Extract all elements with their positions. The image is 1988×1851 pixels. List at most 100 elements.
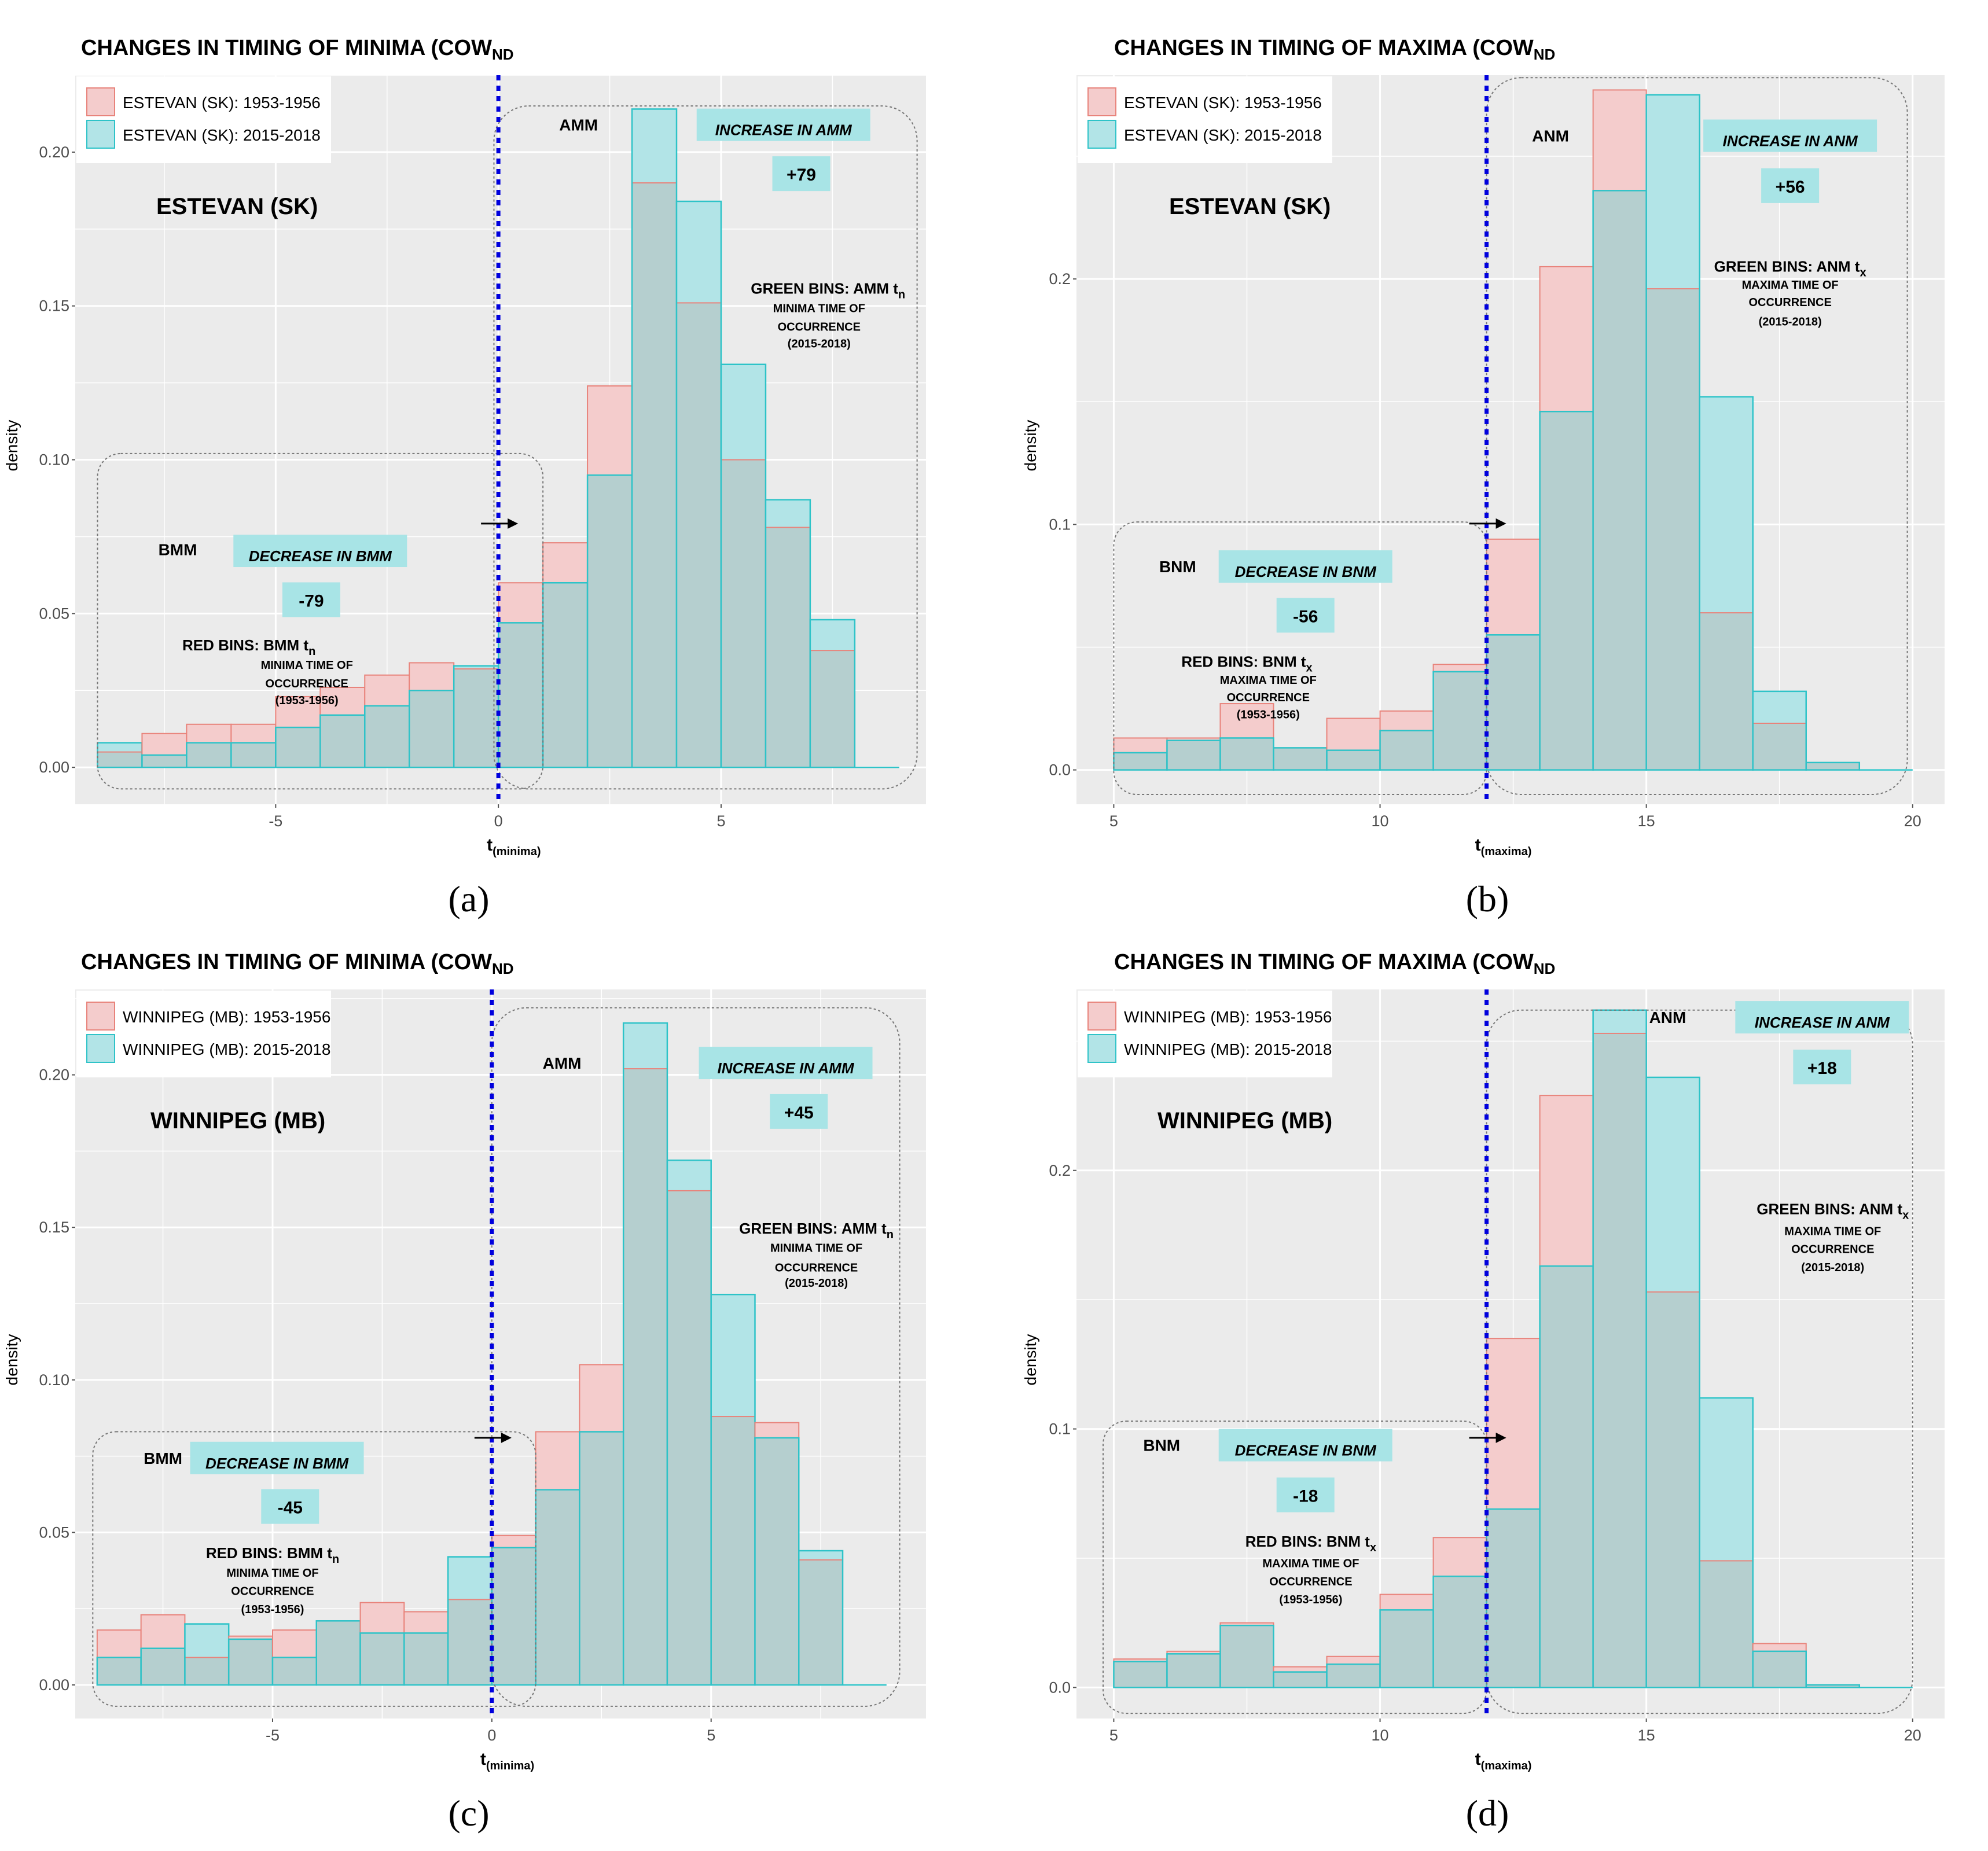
bar-1953-excess — [1752, 1643, 1806, 1651]
bar-2015-excess — [765, 499, 810, 528]
bar-1953-excess — [1326, 718, 1380, 750]
bar-1953-excess — [97, 1630, 141, 1658]
bins-title-main: GREEN BINS: AMM t — [751, 279, 898, 297]
bar-2015-excess — [1646, 94, 1700, 289]
y-tick-label: 0.2 — [1049, 1162, 1071, 1179]
bins-note: MAXIMA TIME OF — [1784, 1225, 1881, 1238]
change-callout — [696, 108, 870, 141]
bar-2015-excess — [185, 1624, 229, 1658]
after-region-box — [1486, 77, 1908, 796]
bar-2015-2018 — [798, 1550, 844, 1686]
bins-title-main: RED BINS: BMM t — [182, 636, 308, 654]
bar-overlap — [1433, 671, 1487, 770]
bar-overlap — [765, 527, 810, 768]
shift-arrow-head — [1495, 1432, 1506, 1443]
region-label: BMM — [159, 540, 197, 558]
bins-note: (2015-2018) — [788, 338, 851, 351]
x-axis-label-sub: (maxima) — [1481, 845, 1532, 858]
chart-title-main: CHANGES IN TIMING OF MINIMA (COW — [81, 950, 492, 974]
bar-overlap — [1273, 748, 1327, 770]
panel-caption: (c) — [448, 1793, 489, 1834]
region-label: ANM — [1532, 127, 1569, 145]
x-axis-label-main: t — [1475, 1750, 1481, 1769]
bar-overlap — [97, 1657, 141, 1686]
legend-background — [76, 76, 331, 163]
bins-note: (1953-1956) — [1279, 1594, 1342, 1606]
legend-swatch — [1087, 87, 1116, 116]
x-tick-label: 15 — [1638, 1727, 1655, 1744]
y-tick-label: 0.00 — [39, 1676, 69, 1694]
bar-2015-2018 — [1805, 1684, 1861, 1688]
bar-overlap — [409, 690, 454, 768]
legend-background — [1078, 991, 1332, 1077]
change-callout-label: INCREASE IN AMM — [718, 1059, 855, 1077]
x-axis-label-sub: (minima) — [486, 1760, 534, 1772]
bins-title-sub: n — [332, 1553, 339, 1566]
legend-swatch — [1087, 1034, 1116, 1063]
bins-title: RED BINS: BNM tx — [1181, 653, 1312, 674]
y-tick-label: 0.05 — [39, 605, 69, 622]
bins-note: OCCURRENCE — [231, 1585, 314, 1598]
bar-2015-excess — [1646, 1077, 1700, 1292]
station-name: ESTEVAN (SK) — [156, 194, 318, 219]
y-tick-label: 0.05 — [39, 1524, 69, 1541]
y-axis-label: density — [1021, 420, 1039, 472]
bins-note: OCCURRENCE — [1269, 1576, 1352, 1588]
x-axis-label: t(maxima) — [1475, 836, 1532, 858]
bar-overlap — [535, 1489, 580, 1686]
change-callout-label: INCREASE IN ANM — [1755, 1014, 1890, 1031]
chart-title-sub: ND — [1534, 960, 1556, 977]
x-tick-label: 15 — [1638, 812, 1655, 830]
change-callout — [1218, 550, 1392, 583]
bins-note: MAXIMA TIME OF — [1742, 279, 1839, 292]
bar-overlap — [491, 1547, 536, 1686]
panel-caption: (b) — [1466, 878, 1509, 919]
bar-2015-excess — [1699, 1397, 1753, 1561]
bar-overlap — [1114, 752, 1167, 770]
chart-title-sub: ND — [492, 46, 514, 63]
y-axis-label: density — [1021, 1334, 1039, 1386]
legend-background — [1078, 76, 1332, 163]
x-tick-label: 5 — [1109, 1727, 1118, 1744]
bar-1953-excess — [1433, 664, 1487, 672]
x-axis-label-sub: (minima) — [493, 845, 541, 858]
bar-1953-excess — [404, 1611, 449, 1633]
bins-note: OCCURRENCE — [266, 678, 348, 690]
bins-title-sub: x — [1306, 661, 1313, 674]
bar-overlap — [1593, 1033, 1647, 1688]
bar-overlap — [1380, 1610, 1434, 1688]
change-callout-label: DECREASE IN BNM — [1235, 563, 1377, 580]
chart-panel: CHANGES IN TIMING OF MAXIMA (COWND 0.0 0.1… — [980, 950, 1945, 1834]
bins-note: (1953-1956) — [1237, 709, 1300, 722]
bins-title-sub: n — [887, 1228, 894, 1241]
bins-note: MINIMA TIME OF — [226, 1567, 318, 1580]
change-callout-label: INCREASE IN AMM — [715, 122, 852, 139]
change-callout — [1218, 1429, 1392, 1462]
bar-1953-excess — [142, 733, 187, 755]
x-axis-label-main: t — [487, 836, 493, 855]
legend-label: ESTEVAN (SK): 1953-1956 — [1124, 94, 1322, 112]
bins-title-sub: x — [1370, 1541, 1376, 1554]
before-region-box — [1113, 521, 1487, 796]
legend-swatch — [86, 87, 115, 116]
legend: ESTEVAN (SK): 1953-1956 ESTEVAN (SK): 201… — [1078, 76, 1332, 163]
bar-1953-excess — [755, 1422, 799, 1438]
x-axis-label-main: t — [480, 1750, 486, 1769]
bar-1953-excess — [229, 1636, 273, 1639]
bar-overlap — [1486, 1509, 1540, 1688]
station-name: WINNIPEG (MB) — [1157, 1108, 1332, 1134]
bar-2015-2018 — [1699, 1397, 1754, 1688]
region-label: AMM — [543, 1054, 582, 1072]
chart-title-main: CHANGES IN TIMING OF MINIMA (COW — [81, 36, 492, 60]
change-value: +56 — [1776, 178, 1805, 197]
bins-title-main: RED BINS: BNM t — [1245, 1533, 1370, 1550]
change-value-box — [1761, 168, 1820, 203]
change-callout-label: DECREASE IN BMM — [249, 547, 392, 565]
change-value-box — [282, 582, 340, 617]
bar-1953-excess — [360, 1602, 405, 1633]
bar-overlap — [1646, 289, 1700, 770]
bins-note: OCCURRENCE — [1791, 1243, 1874, 1256]
bins-title: GREEN BINS: AMM tn — [751, 279, 905, 301]
legend-swatch — [1087, 1002, 1116, 1031]
bins-note: MAXIMA TIME OF — [1220, 674, 1317, 687]
